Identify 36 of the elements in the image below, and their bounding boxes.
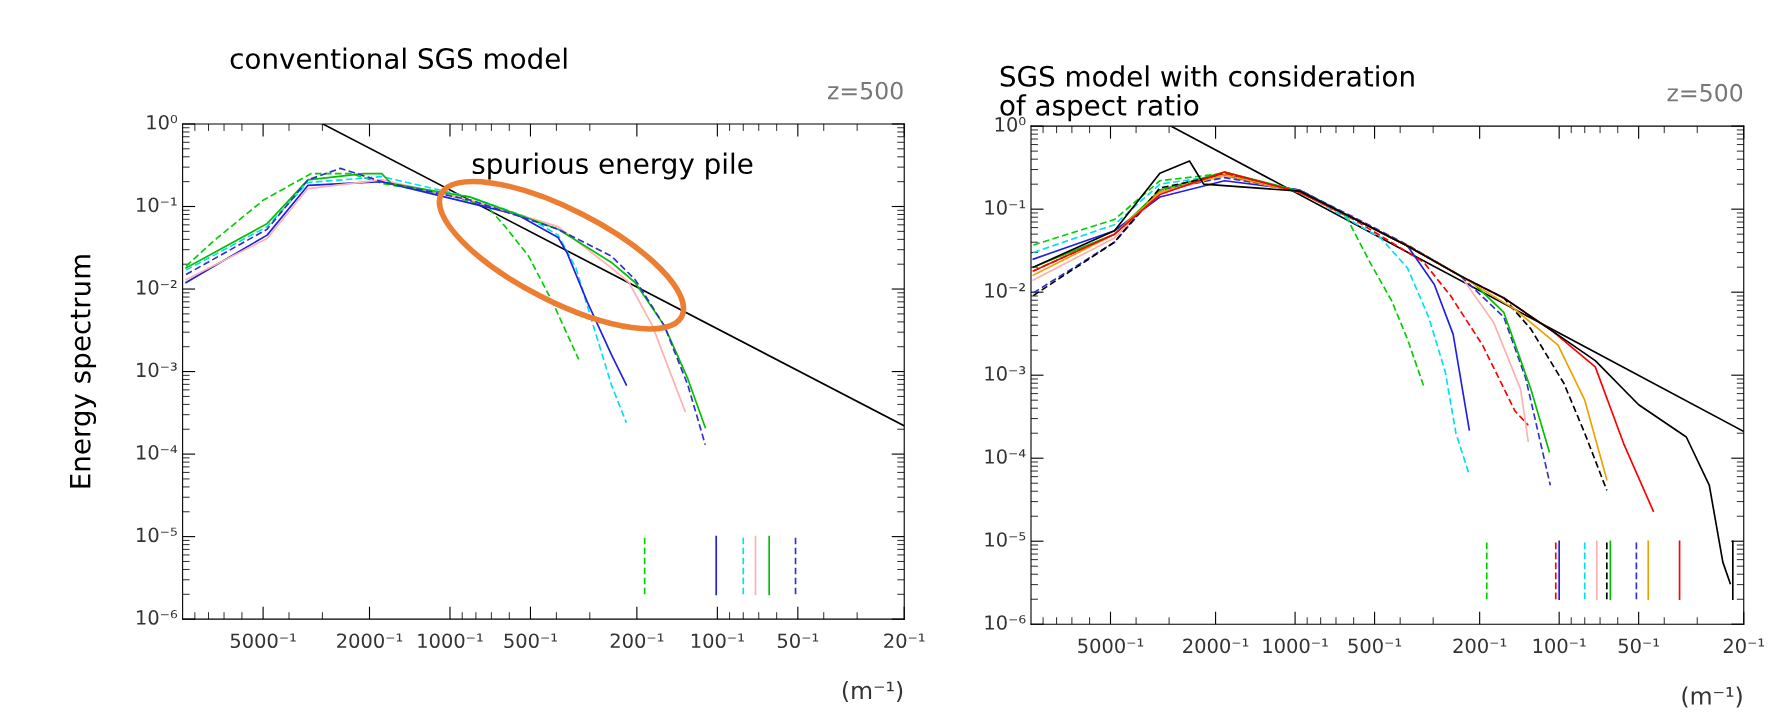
x-axis-title: (m⁻¹) bbox=[842, 681, 903, 703]
y-axis-title: Energy spectrum bbox=[70, 255, 97, 488]
x-axis-title: (m⁻¹) bbox=[1682, 686, 1742, 708]
x-tick-label: 200⁻¹ bbox=[1453, 638, 1507, 654]
x-tick-label: 1000⁻¹ bbox=[418, 633, 483, 649]
x-tick-label: 1000⁻¹ bbox=[1263, 638, 1328, 654]
y-tick-label: 10⁻⁶ bbox=[985, 615, 1026, 630]
x-tick-label: 2000⁻¹ bbox=[337, 633, 403, 649]
y-tick-label: 10⁻¹ bbox=[137, 197, 177, 213]
x-tick-label: 500⁻¹ bbox=[504, 633, 557, 649]
x-tick-label: 50⁻¹ bbox=[1618, 638, 1659, 654]
x-tick-label: 5000⁻¹ bbox=[1078, 638, 1144, 654]
x-tick-label: 50⁻¹ bbox=[777, 633, 819, 649]
y-tick-label: 10⁻⁴ bbox=[985, 449, 1026, 464]
y-tick-label: 10⁻⁴ bbox=[137, 445, 178, 460]
x-tick-label: 5000⁻¹ bbox=[230, 633, 296, 649]
y-tick-label: 10⁻² bbox=[985, 283, 1025, 298]
y-tick-label: 10⁻³ bbox=[985, 366, 1026, 381]
y-tick-label: 10⁻² bbox=[137, 279, 177, 295]
x-tick-label: 20⁻¹ bbox=[884, 633, 925, 649]
y-tick-label: 10⁰ bbox=[147, 114, 178, 130]
text: z=500 bbox=[1667, 83, 1743, 102]
y-tick-label: 10⁻⁵ bbox=[985, 532, 1026, 547]
y-tick-label: 10⁻⁵ bbox=[137, 527, 177, 543]
annotation: spurious energy pile bbox=[472, 152, 753, 180]
x-tick-label: 100⁻¹ bbox=[691, 633, 744, 649]
x-tick-label: 200⁻¹ bbox=[610, 633, 664, 649]
y-tick-label: 10⁻¹ bbox=[985, 200, 1026, 215]
y-tick-label: 10⁻³ bbox=[137, 362, 177, 378]
x-tick-label: 100⁻¹ bbox=[1533, 638, 1586, 654]
x-tick-label: 500⁻¹ bbox=[1348, 638, 1402, 654]
text: z=500 bbox=[828, 81, 903, 100]
x-tick-label: 20⁻¹ bbox=[1723, 638, 1765, 654]
chart-title: conventional SGS model bbox=[230, 47, 567, 70]
x-tick-label: 2000⁻¹ bbox=[1183, 638, 1249, 654]
y-tick-label: 10⁻⁶ bbox=[137, 610, 178, 625]
